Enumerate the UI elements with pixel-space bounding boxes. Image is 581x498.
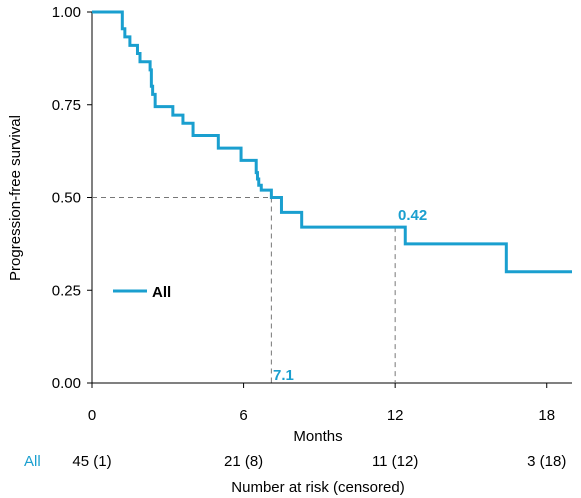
risk-count: 3 (18) <box>527 453 566 470</box>
y-tick-label: 0.50 <box>52 190 81 207</box>
risk-count: 11 (12) <box>372 453 418 470</box>
x-tick-label: 12 <box>387 407 404 424</box>
x-tick-label: 18 <box>538 407 555 424</box>
legend-label: All <box>152 284 171 301</box>
y-tick-label: 0.25 <box>52 282 81 299</box>
risk-row-label: All <box>24 453 41 470</box>
survival-curve-all <box>92 10 572 274</box>
annotations: Progression-free survival Months 7.1 0.4… <box>7 115 427 496</box>
reference-lines <box>92 197 396 383</box>
axes: 0.00 0.25 0.50 0.75 1.00 0 6 12 18 <box>52 4 572 424</box>
x-tick-label: 6 <box>239 407 247 424</box>
y-tick-label: 1.00 <box>52 4 81 21</box>
risk-table: 45 (1) 21 (8) 11 (12) 3 (18) <box>72 453 566 470</box>
median-annotation: 7.1 <box>273 367 294 384</box>
survival-curves <box>92 10 572 293</box>
y-tick-label: 0.00 <box>52 375 81 392</box>
x-tick-label: 0 <box>88 407 96 424</box>
risk-count: 21 (8) <box>224 453 263 470</box>
risk-count: 45 (1) <box>72 453 111 470</box>
y-axis-label: Progression-free survival <box>7 115 24 281</box>
y-tick-label: 0.75 <box>52 97 81 114</box>
risk-table-title: Number at risk (censored) <box>231 479 404 496</box>
x-axis-label: Months <box>293 428 342 445</box>
rate-annotation: 0.42 <box>398 207 427 224</box>
